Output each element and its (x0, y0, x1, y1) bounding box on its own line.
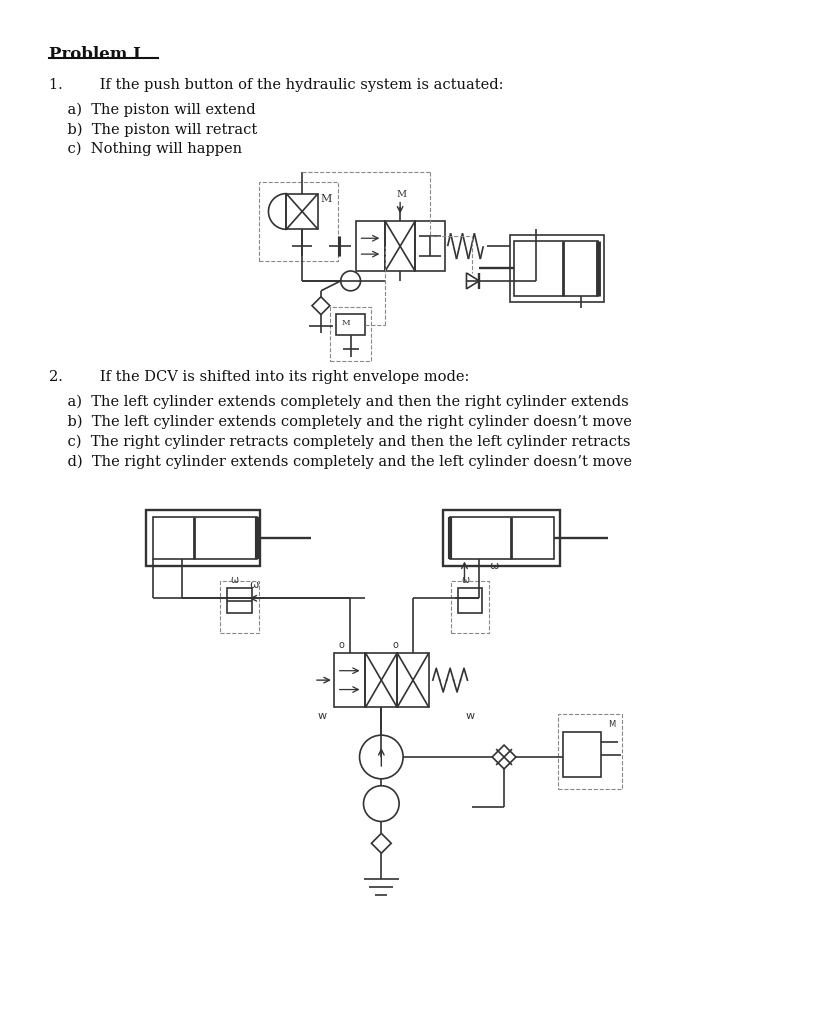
Text: a)  The piston will extend: a) The piston will extend (49, 102, 255, 117)
Text: c)  The right cylinder retracts completely and then the left cylinder retracts: c) The right cylinder retracts completel… (49, 434, 630, 450)
Text: c)  Nothing will happen: c) Nothing will happen (49, 142, 242, 157)
Bar (330, 306, 371, 361)
Text: w: w (466, 712, 475, 721)
Bar (336, 313, 365, 336)
Bar (153, 517, 257, 559)
Bar (258, 181, 337, 261)
Text: Problem I: Problem I (49, 46, 140, 62)
Text: b)  The piston will retract: b) The piston will retract (49, 122, 257, 136)
Bar (443, 510, 560, 565)
Text: o: o (339, 640, 345, 650)
Bar (510, 236, 604, 302)
Text: w: w (318, 712, 327, 721)
Text: ω: ω (489, 560, 498, 570)
Text: ω: ω (461, 575, 469, 586)
Text: ω: ω (249, 581, 258, 591)
Text: M: M (321, 194, 332, 204)
Bar (450, 582, 489, 633)
Bar (334, 653, 365, 708)
Text: M: M (396, 189, 406, 199)
Bar (286, 194, 318, 229)
Bar (397, 653, 429, 708)
Bar (458, 589, 483, 613)
Bar (450, 517, 554, 559)
Text: ω: ω (231, 575, 239, 586)
Bar (558, 715, 622, 788)
Text: M: M (608, 720, 615, 729)
Bar (385, 221, 415, 271)
Bar (220, 582, 258, 633)
Bar (227, 589, 252, 613)
Bar (415, 221, 445, 271)
Text: d)  The right cylinder extends completely and the left cylinder doesn’t move: d) The right cylinder extends completely… (49, 455, 632, 469)
Bar (514, 242, 598, 296)
Text: 1.        If the push button of the hydraulic system is actuated:: 1. If the push button of the hydraulic s… (49, 78, 503, 91)
Text: a)  The left cylinder extends completely and then the right cylinder extends: a) The left cylinder extends completely … (49, 395, 629, 410)
Text: o: o (392, 640, 398, 650)
Bar (563, 732, 601, 777)
Bar (356, 221, 385, 271)
Text: 2.        If the DCV is shifted into its right envelope mode:: 2. If the DCV is shifted into its right … (49, 370, 469, 384)
Bar (146, 510, 260, 565)
Bar (365, 653, 397, 708)
Text: b)  The left cylinder extends completely and the right cylinder doesn’t move: b) The left cylinder extends completely … (49, 415, 632, 429)
Text: M: M (342, 318, 351, 327)
